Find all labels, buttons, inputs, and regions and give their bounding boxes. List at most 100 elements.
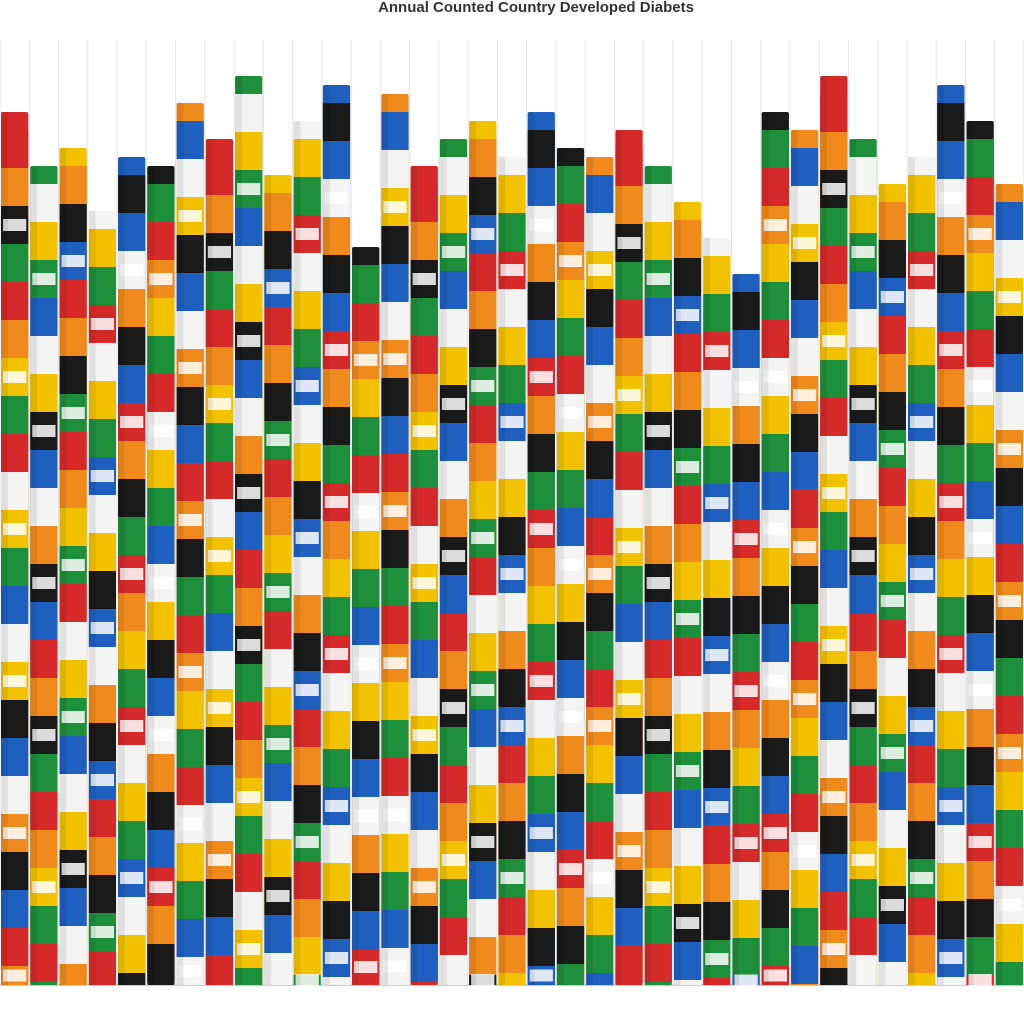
- stripe: [88, 419, 117, 457]
- stripe: [849, 917, 877, 955]
- stripe: [205, 423, 234, 461]
- bar-stripes: [235, 76, 263, 985]
- label-band: [471, 532, 495, 544]
- stripe: [937, 749, 965, 787]
- stripe: [322, 749, 351, 787]
- stripe: [849, 309, 877, 347]
- stripe: [673, 220, 702, 258]
- stripe: [673, 258, 702, 296]
- stripe: [849, 765, 877, 803]
- label-band: [734, 837, 758, 849]
- stripe: [176, 121, 204, 159]
- stripe: [498, 517, 526, 555]
- stripe: [703, 750, 731, 788]
- stripe: [1, 586, 29, 624]
- bar-shade: [498, 157, 506, 985]
- stripe: [147, 336, 175, 374]
- stripe: [878, 620, 906, 658]
- stripe: [322, 673, 351, 711]
- stripe: [644, 640, 672, 678]
- stripe: [907, 441, 936, 479]
- stripe: [264, 497, 292, 535]
- stripe: [176, 843, 204, 881]
- stripe: [59, 470, 87, 508]
- stripe: [907, 213, 936, 251]
- stripe: [118, 289, 146, 327]
- stripe: [293, 443, 321, 481]
- stripe: [439, 195, 468, 233]
- stripe: [556, 584, 585, 622]
- label-band: [354, 961, 378, 973]
- label-band: [997, 291, 1021, 303]
- stripe: [849, 423, 877, 461]
- bar-stripes: [937, 85, 965, 985]
- label-band: [939, 800, 963, 812]
- stripe: [498, 289, 526, 327]
- stripe: [732, 710, 760, 748]
- stripe: [995, 772, 1023, 810]
- stripe: [59, 204, 87, 242]
- stripe: [381, 530, 409, 568]
- label-band: [705, 953, 729, 965]
- stripe: [381, 758, 409, 796]
- stripe: [147, 754, 175, 792]
- label-band: [558, 559, 583, 571]
- label-band: [295, 380, 319, 392]
- stripe: [381, 720, 409, 758]
- stripe: [30, 336, 58, 374]
- label-band: [705, 345, 729, 357]
- bar-stripes: [849, 139, 877, 985]
- stripe: [966, 481, 994, 519]
- stripe: [469, 329, 497, 367]
- label-band: [149, 729, 173, 741]
- label-band: [32, 577, 56, 589]
- stripe: [381, 264, 409, 302]
- stripe: [410, 830, 438, 868]
- stripe: [410, 450, 438, 488]
- bar-stripes: [556, 148, 585, 985]
- bar-shade: [118, 157, 125, 985]
- stripe: [761, 776, 789, 814]
- stripe: [30, 754, 58, 792]
- label-band: [295, 228, 319, 240]
- bar-stripes: [673, 202, 702, 985]
- stripe: [498, 821, 526, 859]
- stripe: [615, 338, 643, 376]
- stripe: [147, 792, 175, 830]
- label-band: [178, 965, 202, 977]
- stripe: [147, 488, 175, 526]
- stripe: [498, 175, 526, 213]
- label-band: [792, 541, 817, 553]
- bar-shade: [907, 157, 915, 985]
- label-band: [529, 219, 553, 231]
- stripe: [673, 790, 702, 828]
- stripe: [732, 482, 760, 520]
- stripe: [293, 253, 321, 291]
- stripe: [118, 897, 146, 935]
- label-band: [763, 827, 787, 839]
- stripe: [761, 700, 789, 738]
- bar-stripes: [118, 157, 146, 985]
- stripe: [352, 569, 380, 607]
- stripe: [322, 521, 351, 559]
- stripe: [293, 709, 321, 747]
- stripe: [527, 320, 555, 358]
- stripe: [732, 900, 760, 938]
- bar-shade: [790, 130, 798, 985]
- stripe: [118, 669, 146, 707]
- stripe: [205, 271, 234, 309]
- stripe: [264, 801, 292, 839]
- stripe: [644, 374, 672, 412]
- stripe: [849, 803, 877, 841]
- label-band: [705, 801, 729, 813]
- stripe: [907, 327, 936, 365]
- stripe: [820, 550, 848, 588]
- bar-shade: [264, 175, 272, 985]
- stripe: [1, 434, 29, 472]
- stripe: [352, 379, 380, 417]
- label-band: [558, 711, 583, 723]
- stripe: [527, 548, 555, 586]
- label-band: [441, 246, 466, 258]
- stripe: [30, 678, 58, 716]
- stripe: [469, 709, 497, 747]
